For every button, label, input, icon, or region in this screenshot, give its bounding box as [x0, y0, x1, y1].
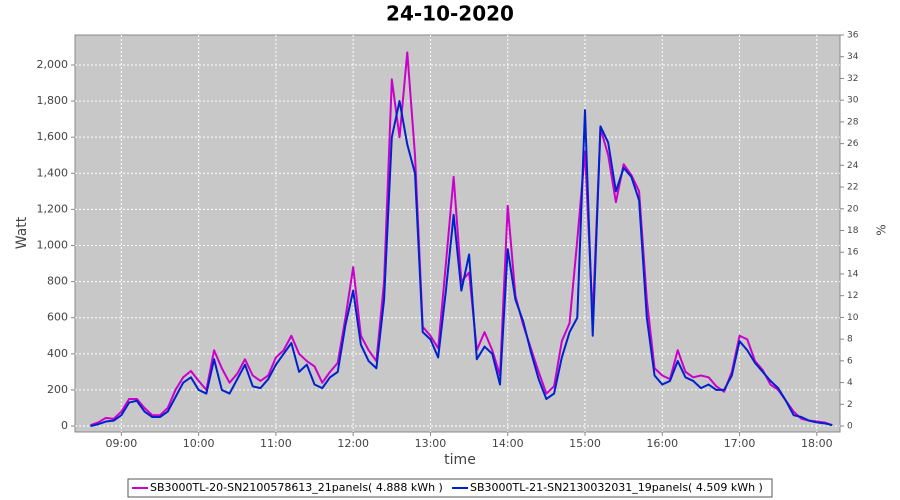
legend-label: SB3000TL-21-SN2130032031_19panels( 4.509… [470, 481, 763, 494]
y2-tick-label: 32 [847, 74, 858, 84]
y2-tick-label: 20 [847, 204, 859, 214]
y-tick-label: 1,600 [37, 130, 69, 143]
y2-tick-label: 16 [847, 248, 859, 258]
x-tick-label: 17:00 [724, 437, 756, 450]
x-axis-label: time [444, 452, 476, 468]
legend [127, 478, 773, 498]
x-tick-label: 14:00 [492, 437, 524, 450]
y2-tick-label: 24 [847, 161, 859, 171]
y-tick-label: 600 [47, 311, 68, 324]
y2-tick-label: 18 [847, 226, 859, 236]
y2-tick-label: 36 [847, 31, 859, 41]
y-tick-label: 1,200 [37, 202, 69, 215]
x-tick-label: 15:00 [569, 437, 601, 450]
series-line [90, 100, 833, 428]
y2-tick-label: 26 [847, 139, 859, 149]
y2-tick-label: 14 [847, 269, 859, 279]
y-tick-label: 1,000 [37, 239, 69, 252]
x-tick-label: 12:00 [337, 437, 369, 450]
x-tick-label: 18:00 [801, 437, 833, 450]
y2-tick-label: 28 [847, 117, 859, 127]
y-tick-label: 200 [47, 383, 68, 396]
y2-tick-label: 34 [847, 52, 859, 62]
y2-tick-label: 8 [847, 335, 853, 345]
x-tick-label: 10:00 [183, 437, 215, 450]
y-tick-label: 1,400 [37, 166, 69, 179]
y2-tick-label: 0 [847, 422, 853, 432]
x-tick-label: 09:00 [106, 437, 138, 450]
x-tick-label: 16:00 [646, 437, 678, 450]
chart-title: 24-10-2020 [386, 2, 514, 26]
y2-tick-label: 12 [847, 291, 858, 301]
y-tick-label: 0 [61, 419, 68, 432]
y-tick-label: 800 [47, 275, 68, 288]
y2-tick-label: 22 [847, 183, 858, 193]
y-tick-label: 1,800 [37, 94, 69, 107]
y-tick-label: 400 [47, 347, 68, 360]
y2-tick-label: 6 [847, 356, 853, 366]
y2-tick-label: 4 [847, 378, 853, 388]
x-tick-label: 13:00 [415, 437, 447, 450]
x-tick-label: 11:00 [260, 437, 292, 450]
legend-label: SB3000TL-20-SN2100578613_21panels( 4.888… [150, 481, 443, 494]
y-axis-label: Watt [14, 216, 30, 249]
y2-tick-label: 10 [847, 313, 859, 323]
y2-tick-label: 30 [847, 96, 859, 106]
y2-axis-label: % [875, 224, 889, 235]
y2-tick-label: 2 [847, 400, 853, 410]
y-tick-label: 2,000 [37, 58, 69, 71]
